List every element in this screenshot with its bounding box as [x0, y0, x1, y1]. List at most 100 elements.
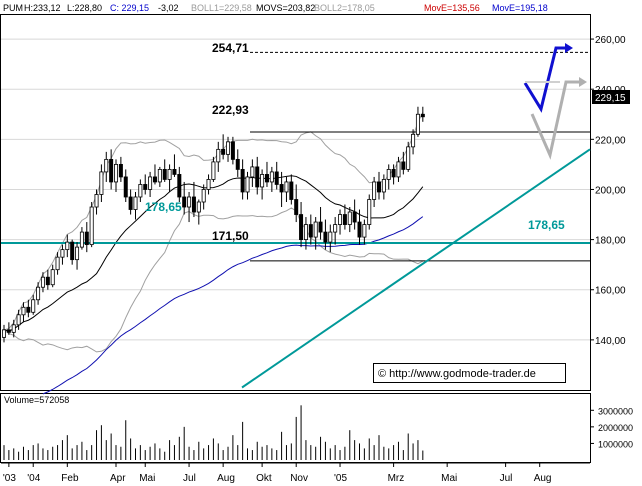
- x-tick-label: Jul: [500, 473, 513, 484]
- candle-body: [318, 221, 323, 233]
- x-tick-label: Mai: [139, 473, 155, 484]
- candle-body: [294, 199, 299, 215]
- y-tick-label: 260,00: [595, 35, 626, 46]
- candles: [2, 106, 425, 343]
- candle-body: [162, 169, 167, 180]
- candle-body: [401, 161, 406, 170]
- projection-arrowhead-gray: [579, 77, 587, 87]
- candle-body: [328, 231, 333, 243]
- candle-body: [211, 161, 216, 180]
- watermark-text: © http://www.godmode-trader.de: [378, 368, 536, 380]
- volume-panel-frame: [0, 393, 591, 463]
- candle-body: [260, 174, 265, 188]
- header-close: C: 229,15: [110, 3, 149, 13]
- candle-body: [94, 194, 99, 208]
- x-tick-label: Nov: [290, 473, 308, 484]
- uptrend-line: [241, 148, 591, 389]
- candle-body: [406, 146, 411, 170]
- x-tick-label: Feb: [61, 473, 79, 484]
- candle-body: [376, 181, 381, 193]
- candle-body: [372, 181, 377, 200]
- x-tick-label: Okt: [256, 473, 272, 484]
- candle-body: [2, 329, 7, 338]
- volume-bars: [3, 405, 424, 460]
- candle-body: [109, 158, 114, 183]
- header-symbol: PUM: [3, 3, 23, 13]
- candle-body: [152, 176, 157, 183]
- y-tick-label: 140,00: [595, 336, 626, 347]
- candle-body: [148, 176, 153, 190]
- candle-body: [303, 224, 308, 240]
- candle-body: [16, 314, 21, 326]
- projection-arrows: [523, 43, 587, 160]
- candle-body: [235, 158, 240, 170]
- candle-body: [299, 214, 304, 241]
- candle-body: [323, 231, 328, 243]
- projection-arrow-gray: [530, 80, 584, 160]
- header-boll2: BOLL2=178,05: [314, 3, 375, 13]
- volume-tick-label: 1000000: [598, 439, 633, 449]
- candle-body: [118, 163, 123, 178]
- level-label-254: 254,71: [212, 41, 249, 55]
- candle-body: [216, 148, 221, 163]
- y-tick-label: 180,00: [595, 236, 626, 247]
- level-label-222: 222,93: [212, 103, 249, 117]
- x-tick-label: Apr: [110, 473, 126, 484]
- candle-body: [138, 184, 143, 198]
- candle-body: [89, 206, 94, 246]
- volume-tick-label: 2000000: [598, 423, 633, 433]
- y-tick-label: 220,00: [595, 135, 626, 146]
- candle-body: [313, 221, 318, 238]
- candle-body: [50, 269, 55, 286]
- last-price-tag: [592, 90, 630, 104]
- candle-body: [157, 169, 162, 183]
- candle-body: [347, 211, 352, 225]
- level-label-178-left: 178,65: [145, 200, 182, 214]
- candle-body: [123, 176, 128, 198]
- moving-average-line: [3, 175, 424, 332]
- candle-body: [357, 221, 362, 238]
- candle-body: [367, 199, 372, 225]
- x-tick-label: Jul: [183, 473, 196, 484]
- candle-body: [206, 179, 211, 190]
- header-move-red: MovE=135,56: [424, 3, 480, 13]
- candle-body: [221, 148, 226, 155]
- level-label-171: 171,50: [212, 229, 249, 243]
- candle-body: [264, 174, 269, 183]
- x-tick-label: '03: [3, 473, 16, 484]
- volume-label: Volume=572058: [4, 395, 69, 405]
- price-levels: [1, 51, 591, 389]
- candle-body: [182, 196, 187, 208]
- candle-body: [36, 286, 41, 301]
- candle-body: [274, 171, 279, 185]
- projection-arrowhead-blue: [565, 43, 573, 53]
- x-tick-label: '05: [334, 473, 347, 484]
- candle-body: [45, 276, 50, 286]
- candle-body: [104, 158, 109, 173]
- x-tick-label: Mai: [441, 473, 457, 484]
- candle-body: [114, 163, 119, 183]
- candle-body: [415, 113, 420, 135]
- time-axis: '03 '04 Feb Apr Mai Jul Aug Okt Nov '05 Mrz Mai Jul A…: [1, 462, 590, 484]
- candle-body: [191, 196, 196, 213]
- candle-body: [177, 174, 182, 198]
- candle-body: [201, 189, 206, 203]
- header-boll1: BOLL1=229,58: [191, 3, 252, 13]
- last-price-value: 229,15: [595, 93, 626, 104]
- x-tick-label: Aug: [217, 473, 235, 484]
- y-tick-label: 160,00: [595, 286, 626, 297]
- volume-axis: 1000000 2000000 3000000: [590, 406, 633, 449]
- candle-body: [31, 299, 36, 313]
- candle-body: [284, 181, 289, 193]
- candle-body: [40, 276, 45, 288]
- candle-body: [240, 169, 245, 193]
- candle-body: [250, 166, 255, 178]
- candle-body: [420, 113, 425, 118]
- header-movs: MOVS=203,82: [256, 3, 315, 13]
- candle-body: [230, 141, 235, 160]
- candle-body: [70, 241, 75, 261]
- header-low: L:228,80: [67, 3, 102, 13]
- header-move-blue: MovE=195,18: [492, 3, 548, 13]
- price-axis: 140,00160,00180,00200,00220,00240,00260,…: [590, 35, 626, 347]
